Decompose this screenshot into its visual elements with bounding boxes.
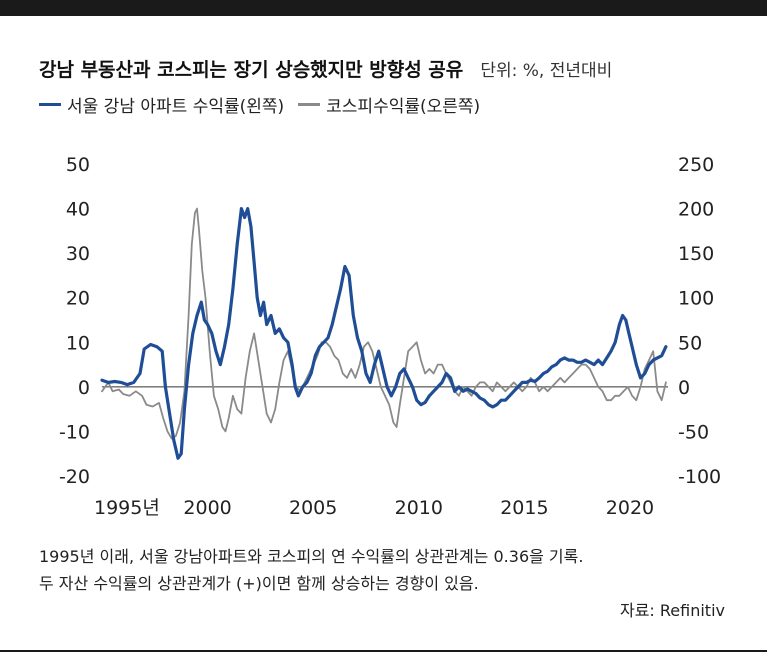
y-left-tick-label: 0 xyxy=(78,377,90,399)
y-right-tick-label: -50 xyxy=(678,421,709,443)
line-chart: 50403020100-10-20250200150100500-50-1001… xyxy=(59,154,721,519)
series-line-kospi xyxy=(101,207,667,440)
x-tick-label: 2020 xyxy=(606,497,654,519)
y-right-tick-label: 50 xyxy=(678,332,702,354)
y-left-tick-label: 40 xyxy=(66,199,90,221)
x-tick-label: 2005 xyxy=(289,497,337,519)
y-left-tick-label: 30 xyxy=(66,243,90,265)
source-label: 자료: Refinitiv xyxy=(619,601,725,620)
x-tick-label: 2000 xyxy=(183,497,231,519)
y-right-tick-label: 250 xyxy=(678,154,714,176)
y-left-tick-label: 10 xyxy=(66,332,90,354)
unit-label: 단위: %, 전년대비 xyxy=(480,61,613,81)
y-left-tick-label: -10 xyxy=(59,421,90,443)
x-tick-label: 2010 xyxy=(395,497,443,519)
y-left-tick-label: 50 xyxy=(66,154,90,176)
y-right-tick-label: 200 xyxy=(678,199,714,221)
caption-line-2: 두 자산 수익률의 상관관계가 (+)이면 함께 상승하는 경향이 있음. xyxy=(39,574,479,593)
series-line-gangnam xyxy=(100,207,668,460)
y-left-tick-label: -20 xyxy=(59,466,90,488)
x-tick-label: 2015 xyxy=(500,497,548,519)
chart-title: 강남 부동산과 코스피는 장기 상승했지만 방향성 공유 xyxy=(39,59,464,81)
y-right-tick-label: 150 xyxy=(678,243,714,265)
legend: 서울 강남 아파트 수익률(왼쪽) 코스피수익률(오른쪽) xyxy=(39,92,494,117)
legend-swatch-gangnam xyxy=(39,103,61,106)
caption: 1995년 이래, 서울 강남아파트와 코스피의 연 수익률의 상관관계는 0.… xyxy=(39,543,583,597)
y-left-tick-label: 20 xyxy=(66,288,90,310)
legend-item-kospi: 코스피수익률(오른쪽) xyxy=(298,92,480,117)
legend-item-gangnam: 서울 강남 아파트 수익률(왼쪽) xyxy=(39,92,284,117)
legend-label-kospi: 코스피수익률(오른쪽) xyxy=(326,97,481,117)
x-tick-label: 1995년 xyxy=(94,497,160,519)
y-right-tick-label: 0 xyxy=(678,377,690,399)
y-right-tick-label: -100 xyxy=(678,466,721,488)
caption-line-1: 1995년 이래, 서울 강남아파트와 코스피의 연 수익률의 상관관계는 0.… xyxy=(39,547,584,566)
bottom-rule xyxy=(0,650,767,652)
y-right-tick-label: 100 xyxy=(678,288,714,310)
title-row: 강남 부동산과 코스피는 장기 상승했지만 방향성 공유 단위: %, 전년대비 xyxy=(39,55,612,82)
legend-label-gangnam: 서울 강남 아파트 수익률(왼쪽) xyxy=(67,97,285,117)
legend-swatch-kospi xyxy=(298,103,321,106)
top-bar xyxy=(0,0,767,16)
